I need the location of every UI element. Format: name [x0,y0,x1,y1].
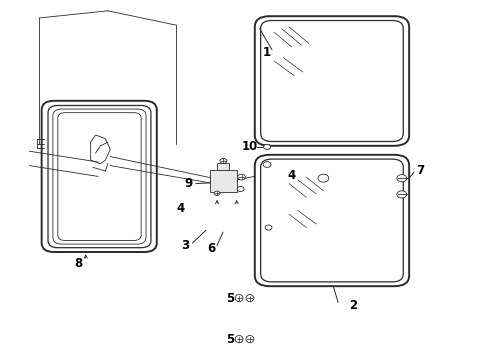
Ellipse shape [235,294,243,302]
Text: 7: 7 [416,164,424,177]
Text: 4: 4 [176,202,184,215]
Text: 4: 4 [288,169,296,182]
Text: 10: 10 [242,140,258,153]
Ellipse shape [235,336,243,343]
Bar [217,163,229,170]
Text: 8: 8 [74,257,82,270]
Circle shape [214,191,220,195]
Bar [210,170,237,192]
Circle shape [263,162,271,167]
Circle shape [220,158,227,163]
Circle shape [237,186,244,192]
Text: 9: 9 [185,177,193,190]
Circle shape [265,225,272,230]
Text: 6: 6 [208,242,216,255]
Ellipse shape [246,294,254,302]
Circle shape [264,144,270,149]
Text: 5: 5 [226,292,234,305]
Ellipse shape [246,336,254,343]
Circle shape [397,191,407,198]
Circle shape [238,174,245,180]
Text: 3: 3 [181,239,189,252]
Text: 1: 1 [263,46,271,59]
Text: 2: 2 [349,299,357,312]
Circle shape [397,175,407,182]
Circle shape [318,174,329,182]
Text: 5: 5 [226,333,234,346]
